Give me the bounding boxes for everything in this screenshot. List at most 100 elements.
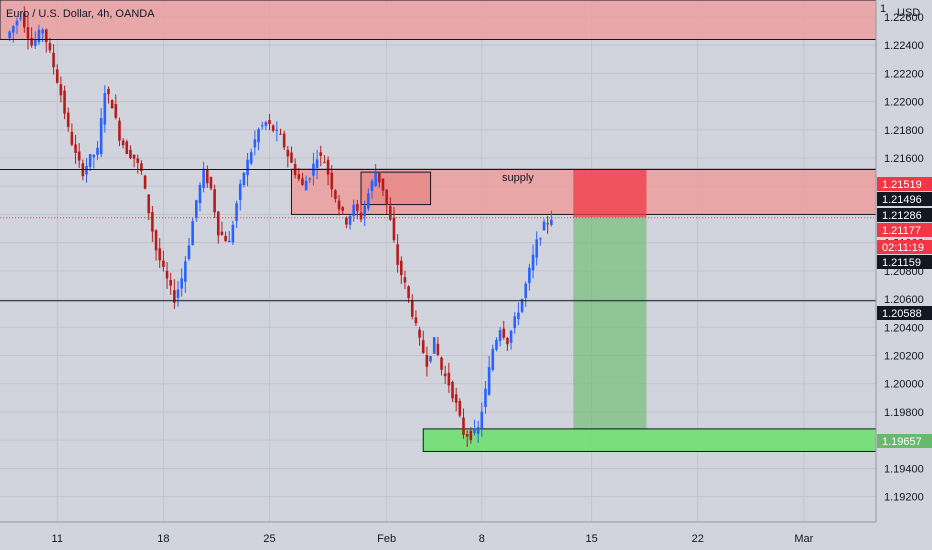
- x-tick-label: Feb: [377, 533, 396, 545]
- candle-body: [125, 141, 129, 155]
- candle-body: [184, 261, 187, 282]
- candle-body: [484, 388, 487, 408]
- candle-body: [337, 200, 341, 210]
- candle-body: [469, 430, 473, 441]
- price-tag-label: 02:11:19: [882, 242, 924, 254]
- candle-body: [235, 203, 238, 221]
- candle-body: [52, 52, 55, 68]
- candle-body: [121, 140, 125, 146]
- candle-body: [389, 205, 392, 220]
- candle-body: [224, 235, 227, 242]
- x-axis[interactable]: 11 18 25 Feb 8 15 22 Mar: [0, 521, 932, 550]
- candle-body: [396, 244, 399, 265]
- candle-body: [495, 340, 498, 350]
- candle-body: [407, 286, 410, 298]
- candle-body: [418, 329, 421, 338]
- y-tick-label: 1.21600: [884, 153, 924, 165]
- price-tag-label: 1.21519: [882, 179, 922, 191]
- candle-body: [315, 159, 319, 168]
- y-tick-label: 1.21800: [884, 125, 924, 137]
- candle-body: [88, 154, 92, 168]
- price-tag-label: 1.21496: [882, 194, 922, 206]
- candle-body: [8, 31, 11, 39]
- candle-body: [487, 367, 491, 395]
- candle-body: [162, 260, 165, 267]
- stop-loss-zone: [573, 169, 647, 218]
- candle-body: [249, 152, 253, 164]
- candle-body: [227, 240, 231, 243]
- candle-body: [136, 158, 140, 164]
- candle-body: [216, 211, 220, 236]
- candle-body: [191, 221, 194, 246]
- price-tag-bg: [877, 434, 932, 448]
- candle-body: [260, 125, 264, 127]
- candle-body: [213, 189, 216, 213]
- axis-top-fragment: 1: [880, 3, 886, 15]
- candles-layer: [8, 6, 553, 448]
- y-tick-label: 1.22400: [884, 40, 924, 52]
- candle-body: [279, 133, 282, 135]
- x-tick-label: 25: [263, 533, 275, 545]
- candle-body: [242, 172, 246, 186]
- y-tick-label: 1.22200: [884, 68, 924, 80]
- candle-body: [454, 394, 458, 403]
- y-tick-label: 1.20600: [884, 294, 924, 306]
- candle-body: [440, 357, 443, 370]
- candle-body: [74, 144, 77, 153]
- y-tick-label: 1.22600: [884, 12, 924, 24]
- y-tick-label: 1.20200: [884, 351, 924, 363]
- candle-body: [165, 270, 169, 279]
- candle-body: [462, 417, 465, 435]
- candle-body: [37, 29, 41, 43]
- candle-body: [356, 204, 359, 211]
- candle-body: [63, 90, 66, 114]
- candle-body: [323, 162, 326, 164]
- candle-body: [176, 289, 180, 298]
- candle-body: [410, 300, 414, 317]
- candle-body: [451, 382, 454, 399]
- candle-body: [209, 177, 213, 189]
- price-tag-label: 1.19657: [882, 436, 922, 448]
- currency-label: USD: [897, 7, 920, 19]
- candle-body: [107, 88, 110, 95]
- candle-body: [257, 129, 260, 143]
- candle-body: [509, 330, 513, 343]
- candle-body: [147, 194, 151, 214]
- candle-body: [143, 175, 147, 189]
- x-tick-label: 11: [52, 533, 63, 545]
- price-tags-layer: 1.21519 1.21496 1.21286 1.21177 02:11:19 1.21…: [877, 177, 932, 448]
- candle-body: [140, 163, 143, 171]
- price-tag-label: 1.20588: [882, 308, 922, 320]
- candle-body: [473, 428, 476, 434]
- candle-body: [414, 317, 418, 324]
- candle-body: [425, 355, 429, 367]
- candle-body: [392, 217, 396, 241]
- y-tick-label: 1.20000: [884, 379, 924, 391]
- candle-body: [41, 29, 44, 34]
- candle-body: [432, 337, 436, 354]
- candle-body: [334, 190, 337, 199]
- candle-body: [498, 330, 502, 341]
- price-tag-bg: [877, 177, 932, 191]
- candle-body: [114, 104, 118, 118]
- candle-body: [443, 373, 447, 377]
- candle-body: [502, 328, 506, 338]
- candle-body: [301, 178, 304, 185]
- candle-body: [513, 316, 517, 328]
- candle-body: [253, 139, 257, 148]
- candle-body: [129, 149, 132, 158]
- candle-body: [96, 147, 99, 155]
- candle-body: [520, 299, 524, 312]
- candle-body: [238, 183, 242, 200]
- candle-body: [23, 12, 26, 28]
- candle-body: [480, 411, 484, 429]
- candle-body: [154, 230, 158, 251]
- candle-body: [546, 223, 549, 225]
- candle-body: [92, 154, 96, 158]
- candle-body: [491, 348, 495, 370]
- price-tag-bg: [877, 223, 932, 237]
- candle-body: [99, 118, 103, 155]
- candle-body: [70, 131, 74, 145]
- candle-body: [33, 39, 37, 46]
